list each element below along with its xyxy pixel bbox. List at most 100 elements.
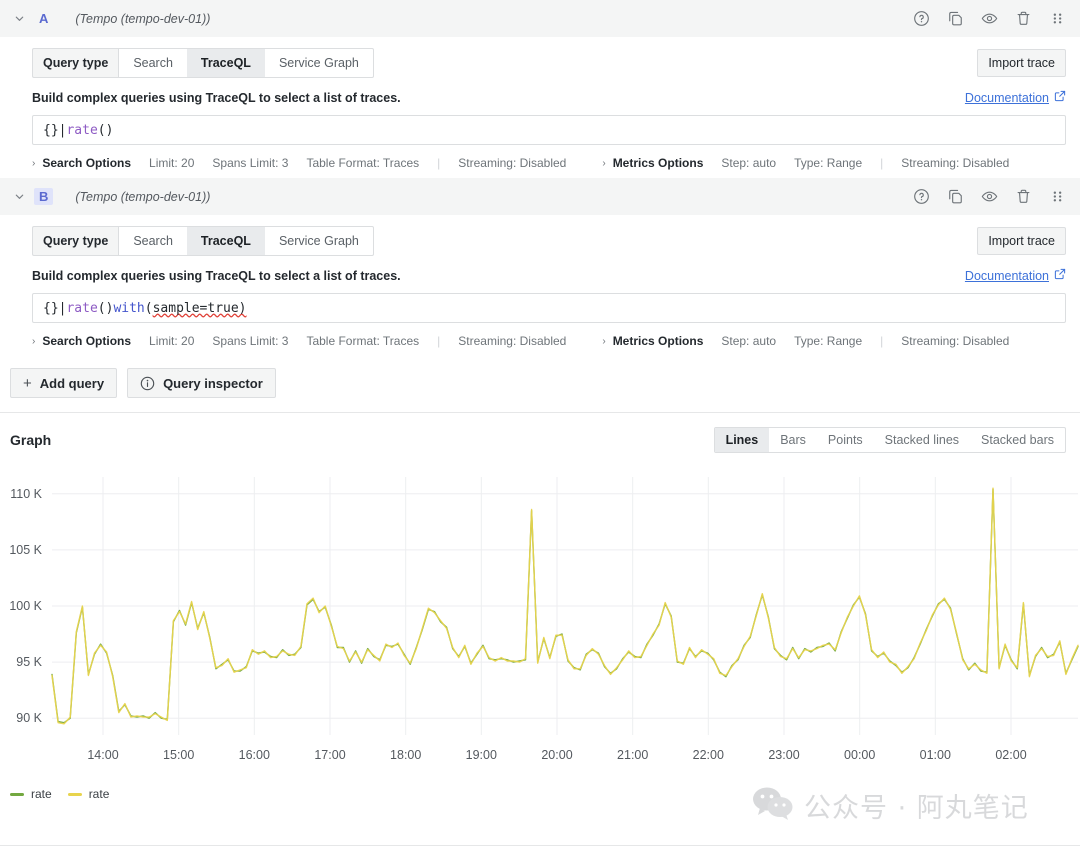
datasource-name: (Tempo (tempo-dev-01))	[75, 189, 211, 204]
search-options-label: Search Options	[42, 156, 132, 170]
search-option[interactable]: Streaming: Disabled	[458, 334, 567, 348]
chevron-right-icon: ›	[32, 157, 36, 169]
import-trace-button[interactable]: Import trace	[977, 227, 1066, 255]
svg-text:15:00: 15:00	[163, 748, 194, 762]
search-option[interactable]: Limit: 20	[149, 156, 195, 170]
query-editor-list: A (Tempo (tempo-dev-01)) Query type Search T…	[0, 0, 1080, 356]
viz-type-stacked-lines[interactable]: Stacked lines	[884, 433, 960, 447]
datasource-name: (Tempo (tempo-dev-01))	[75, 11, 211, 26]
search-option[interactable]: Spans Limit: 3	[212, 334, 289, 348]
duplicate-query-icon[interactable]	[946, 10, 964, 28]
search-option[interactable]: Spans Limit: 3	[212, 156, 289, 170]
query-type-label: Query type	[32, 48, 119, 78]
metrics-options-toggle[interactable]: › Metrics Options	[602, 334, 703, 348]
legend-item[interactable]: rate	[10, 787, 52, 801]
legend-color-swatch	[67, 792, 82, 796]
viz-type-points[interactable]: Points	[827, 433, 863, 447]
code-token: rate	[66, 300, 98, 316]
query-type-radio-group[interactable]: Search TraceQL Service Graph	[118, 48, 374, 78]
legend-label: rate	[88, 787, 110, 801]
query-header: A (Tempo (tempo-dev-01))	[0, 0, 1080, 38]
options-separator: |	[880, 156, 884, 170]
legend-label: rate	[31, 787, 52, 801]
code-token: (	[144, 300, 153, 316]
svg-text:16:00: 16:00	[239, 748, 270, 762]
svg-text:02:00: 02:00	[995, 748, 1026, 762]
toggle-visibility-eye-icon[interactable]	[980, 188, 998, 206]
documentation-link[interactable]: Documentation	[965, 268, 1066, 283]
query-type-option-traceql[interactable]: TraceQL	[186, 227, 265, 255]
query-options-row: › Search Options Limit: 20 Spans Limit: 3 Ta…	[32, 334, 1066, 348]
traceql-query-input[interactable]: {} | rate()	[32, 115, 1066, 145]
query-ref-id[interactable]: A	[39, 11, 49, 26]
svg-text:105 K: 105 K	[9, 543, 42, 557]
documentation-link-label: Documentation	[964, 268, 1049, 283]
delete-trash-icon[interactable]	[1014, 10, 1032, 28]
code-token: with	[113, 300, 145, 316]
chart-svg: 90 K 95 K 100 K 105 K 110 K 14:00 15:00 16:00 17…	[9, 477, 1079, 762]
search-options-toggle[interactable]: › Search Options	[32, 156, 131, 170]
external-link-icon	[1054, 90, 1066, 105]
chevron-right-icon: ›	[602, 157, 606, 169]
metrics-option[interactable]: Streaming: Disabled	[901, 156, 1010, 170]
section-divider	[0, 412, 1080, 413]
query-type-option-search[interactable]: Search	[133, 56, 173, 70]
query-inspector-label: Query inspector	[163, 375, 263, 391]
search-option[interactable]: Table Format: Traces	[306, 156, 420, 170]
query-header: B (Tempo (tempo-dev-01))	[0, 178, 1080, 216]
help-icon[interactable]	[912, 10, 930, 28]
query-type-line: Query type Search TraceQL Service Graph Impo…	[32, 226, 1066, 256]
add-query-label: Add query	[39, 375, 105, 391]
time-series-plot[interactable]: 90 K 95 K 100 K 105 K 110 K 14:00 15:00 16:00 17…	[0, 463, 1080, 783]
metrics-option[interactable]: Step: auto	[721, 156, 777, 170]
query-type-option-service-graph[interactable]: Service Graph	[278, 234, 359, 248]
visualization-type-selector[interactable]: Lines Bars Points Stacked lines Stacked bars	[713, 427, 1066, 453]
legend-item[interactable]: rate	[67, 787, 110, 801]
bottom-rule	[0, 845, 1080, 846]
metrics-option[interactable]: Type: Range	[794, 334, 863, 348]
documentation-link[interactable]: Documentation	[965, 90, 1066, 105]
duplicate-query-icon[interactable]	[946, 188, 964, 206]
chevron-down-icon[interactable]	[10, 10, 28, 28]
metrics-option[interactable]: Streaming: Disabled	[901, 334, 1010, 348]
query-type-radio-group[interactable]: Search TraceQL Service Graph	[118, 226, 374, 256]
drag-handle-icon[interactable]	[1048, 10, 1066, 28]
metrics-options-toggle[interactable]: › Metrics Options	[602, 156, 703, 170]
query-type-option-traceql[interactable]: TraceQL	[186, 49, 265, 77]
import-trace-button[interactable]: Import trace	[977, 49, 1066, 77]
svg-text:01:00: 01:00	[920, 748, 951, 762]
search-option[interactable]: Limit: 20	[149, 334, 195, 348]
query-row-a: A (Tempo (tempo-dev-01)) Query type Search T…	[0, 0, 1080, 178]
query-ref-id[interactable]: B	[34, 188, 54, 205]
search-options-toggle[interactable]: › Search Options	[32, 334, 131, 348]
metrics-options-label: Metrics Options	[612, 334, 704, 348]
query-body: Query type Search TraceQL Service Graph Impo…	[0, 38, 1080, 178]
metrics-option[interactable]: Step: auto	[721, 334, 777, 348]
search-option[interactable]: Streaming: Disabled	[458, 156, 567, 170]
metrics-options-label: Metrics Options	[612, 156, 704, 170]
drag-handle-icon[interactable]	[1048, 188, 1066, 206]
svg-text:90 K: 90 K	[16, 711, 42, 725]
viz-type-stacked-bars[interactable]: Stacked bars	[981, 433, 1054, 447]
svg-text:17:00: 17:00	[314, 748, 345, 762]
viz-type-bars[interactable]: Bars	[780, 433, 806, 447]
info-circle-icon	[140, 376, 155, 391]
code-token: |	[58, 122, 67, 138]
toggle-visibility-eye-icon[interactable]	[980, 10, 998, 28]
query-type-option-service-graph[interactable]: Service Graph	[278, 56, 359, 70]
search-options-label: Search Options	[42, 334, 132, 348]
search-option[interactable]: Table Format: Traces	[306, 334, 420, 348]
svg-text:100 K: 100 K	[9, 599, 42, 613]
traceql-query-input[interactable]: {} | rate() with(sample=true)	[32, 293, 1066, 323]
chevron-down-icon[interactable]	[10, 188, 28, 206]
viz-type-lines[interactable]: Lines	[714, 428, 770, 452]
query-type-option-search[interactable]: Search	[133, 234, 173, 248]
query-body: Query type Search TraceQL Service Graph Impo…	[0, 216, 1080, 356]
help-icon[interactable]	[912, 188, 930, 206]
delete-trash-icon[interactable]	[1014, 188, 1032, 206]
metrics-option[interactable]: Type: Range	[794, 156, 863, 170]
svg-text:21:00: 21:00	[617, 748, 648, 762]
query-header-actions	[912, 188, 1066, 206]
add-query-button[interactable]: + Add query	[10, 368, 118, 398]
query-inspector-button[interactable]: Query inspector	[127, 368, 276, 398]
